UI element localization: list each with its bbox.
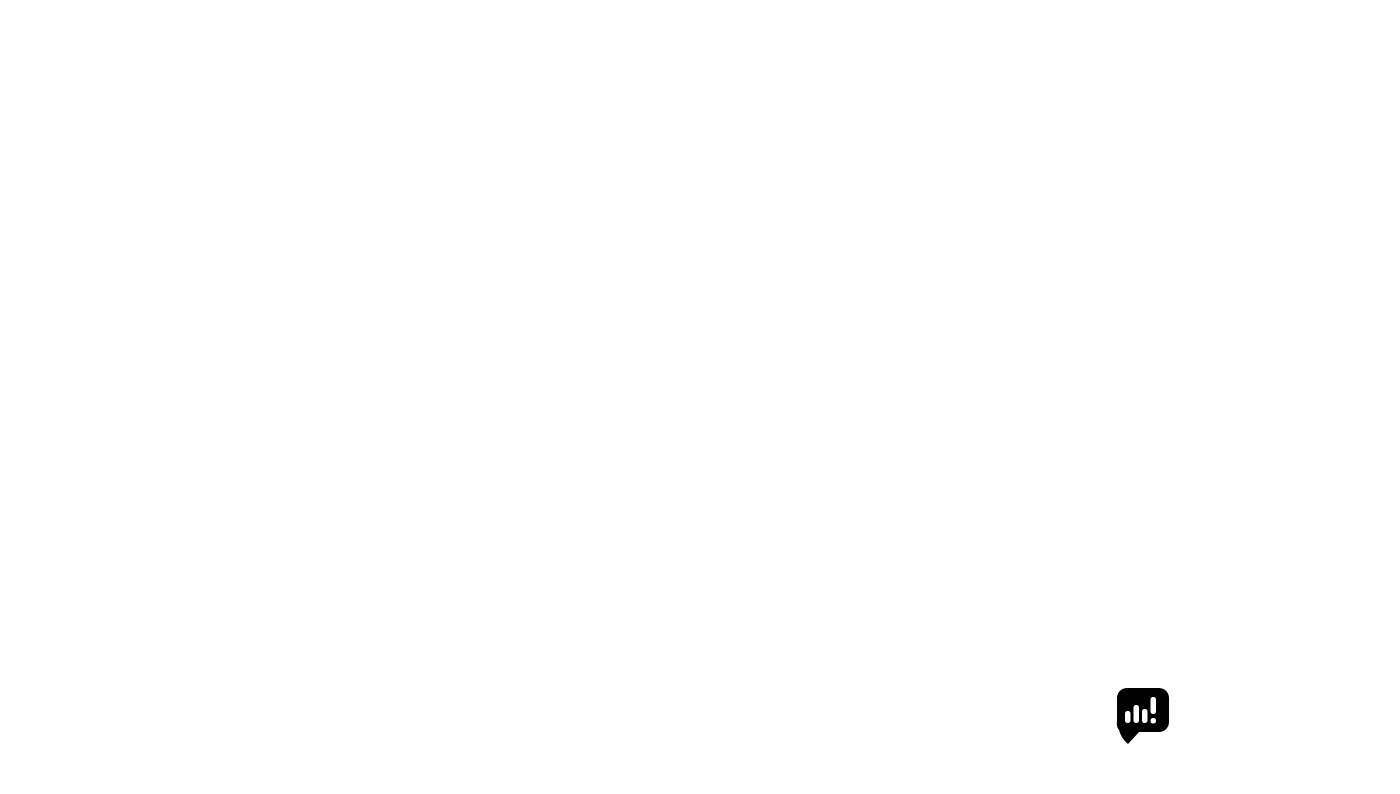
unemployment-line-chart bbox=[0, 0, 1400, 660]
newsworthy-logo bbox=[1116, 688, 1169, 744]
newsworthy-logo-icon bbox=[1116, 688, 1169, 744]
bar-chart-glyph bbox=[1125, 697, 1156, 724]
